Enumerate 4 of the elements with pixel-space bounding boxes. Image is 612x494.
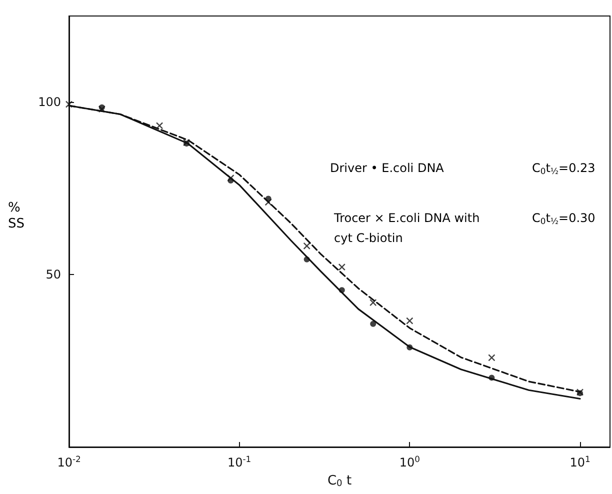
annotation: Driver • E.coli DNA <box>330 161 445 175</box>
annotation: Trocer × E.coli DNA with cyt C-biotin <box>333 211 480 245</box>
y-axis-title: % SS <box>8 200 25 232</box>
y-tick-label: 50 <box>46 268 61 282</box>
